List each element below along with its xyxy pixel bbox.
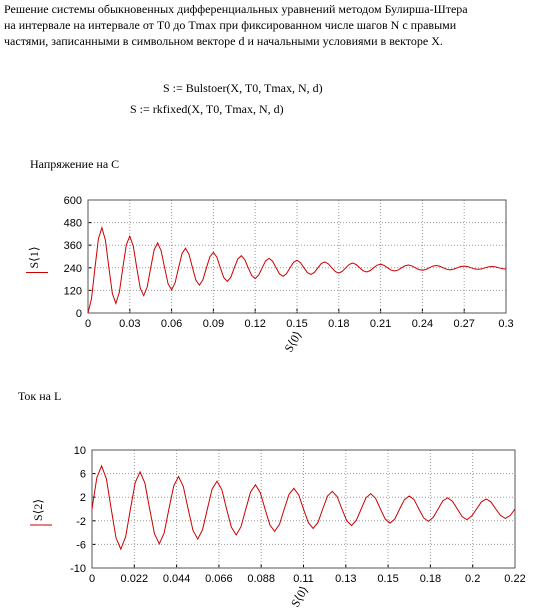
formula: S := rkfixed(X, T0, Tmax, N, d) [130,102,284,116]
y-tick-label: 0 [76,308,82,320]
y-tick-label: 120 [64,285,82,297]
x-tick-label: 0.22 [504,573,525,585]
y-tick-label: 10 [74,445,86,457]
x-tick-label: 0.21 [370,318,391,330]
y-tick-label: 6 [80,469,86,481]
x-tick-label: 0.15 [377,573,398,585]
x-tick-label: 0.022 [121,573,149,585]
y-tick-label: 240 [64,263,82,275]
x-tick-label: 0.2 [465,573,480,585]
formula: S := Bulstoer(X, T0, Tmax, N, d) [163,81,323,95]
x-tick-label: 0.13 [335,573,356,585]
y-tick-label: -2 [76,516,86,528]
y-tick-label: -10 [70,563,86,575]
x-tick-label: 0.11 [293,573,314,585]
x-tick-label: 0.15 [286,318,307,330]
plot-frame [87,199,507,314]
header-line: Решение системы обыкновенных дифференциа… [4,2,468,16]
header-line: частями, записанными в символьном вектор… [4,34,443,48]
y-tick-label: -6 [76,539,86,551]
x-tick-label: 0.06 [161,318,182,330]
data-line [87,225,507,314]
x-tick-label: 0.12 [244,318,265,330]
x-tick-label: 0 [85,318,91,330]
chart-title: Напряжение на C [30,157,119,171]
header-line: на интервале на интервале от T0 до Tmax … [4,18,457,32]
x-tick-label: 0.03 [119,318,140,330]
x-tick-label: 0.066 [205,573,233,585]
y-tick-label: 2 [80,492,86,504]
x-tick-label: 0.27 [453,318,474,330]
y-axis-label: S⟨1⟩ [27,246,41,268]
data-line [91,464,516,551]
x-tick-label: 0.18 [420,573,441,585]
x-tick-label: 0.24 [412,318,433,330]
y-tick-label: 480 [64,218,82,230]
x-tick-label: 0.088 [247,573,275,585]
x-axis-label: S⟨0⟩ [281,328,304,354]
chart-title: Ток на L [18,389,61,403]
y-tick-label: 600 [64,195,82,207]
x-tick-label: 0.09 [203,318,224,330]
x-axis-label: S⟨0⟩ [288,583,311,609]
y-tick-label: 360 [64,240,82,252]
y-axis-label: S⟨2⟩ [31,499,45,521]
x-tick-label: 0.044 [163,573,191,585]
x-tick-label: 0 [89,573,95,585]
x-tick-label: 0.18 [328,318,349,330]
x-tick-label: 0.3 [498,318,513,330]
